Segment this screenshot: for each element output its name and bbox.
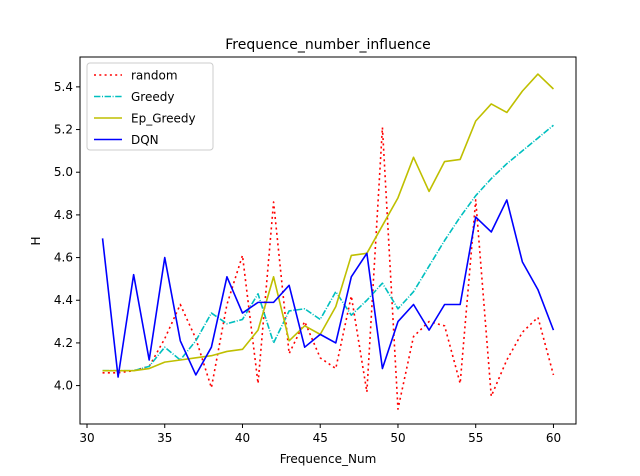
y-tick-label: 4.6 (54, 251, 73, 265)
x-tick-label: 60 (546, 431, 561, 445)
x-tick-label: 45 (313, 431, 328, 445)
legend-box (86, 62, 214, 151)
chart-title: Frequence_number_influence (225, 37, 431, 53)
x-tick-label: 55 (468, 431, 483, 445)
series-line-dqn (101, 199, 555, 378)
y-axis: 4.0 4.2 4.4 4.6 4.8 5.0 5.2 5.4 (54, 80, 80, 393)
y-tick-label: 4.0 (54, 379, 73, 393)
y-tick-label: 4.8 (54, 208, 73, 222)
x-tick-label: 35 (157, 431, 172, 445)
y-tick-label: 5.0 (54, 165, 73, 179)
legend-label: DQN (131, 133, 159, 147)
y-tick-label: 5.4 (54, 80, 73, 94)
x-tick-label: 40 (235, 431, 250, 445)
plot-area (101, 73, 555, 410)
y-tick-label: 4.4 (54, 293, 73, 307)
y-axis-title: H (29, 236, 43, 245)
x-tick-label: 30 (79, 431, 94, 445)
legend-label: random (131, 69, 178, 83)
legend-label: Ep_Greedy (131, 112, 196, 126)
plot-frame (79, 56, 577, 425)
x-tick-label: 50 (390, 431, 405, 445)
series-line-greedy (102, 124, 554, 372)
x-axis: 30 35 40 45 50 55 60 (79, 424, 561, 445)
y-tick-label: 5.2 (54, 123, 73, 137)
x-axis-title: Frequence_Num (280, 452, 377, 466)
y-tick-label: 4.2 (54, 336, 73, 350)
series-line-ep-greedy (102, 73, 555, 372)
legend-label: Greedy (131, 90, 174, 104)
legend: random Greedy Ep_Greedy DQN (86, 62, 214, 151)
